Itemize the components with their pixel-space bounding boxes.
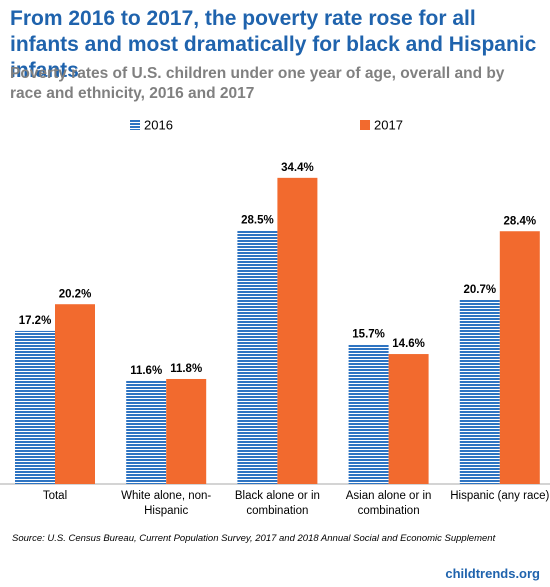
legend-swatch [130,120,140,130]
value-label: 14.6% [392,338,425,350]
x-tick-label: Total [42,490,68,502]
bar [55,304,95,484]
bar [459,299,500,484]
x-tick-label: Hispanic (any race) [450,490,550,502]
value-label: 17.2% [19,315,52,327]
legend-label: 2016 [144,117,173,132]
credit: childtrends.org [445,566,540,581]
bar [348,344,389,484]
source: Source: U.S. Census Bureau, Current Popu… [12,533,496,544]
value-label: 20.7% [463,284,496,296]
x-tick-label: Asian alone or in combination [345,490,432,517]
bar [277,177,318,484]
chart-subtitle: Poverty rates of U.S. children under one… [10,65,505,102]
x-tick-label: White alone, non-Hispanic [121,490,212,517]
legend-label: 2017 [374,117,403,132]
chart-title: From 2016 to 2017, the poverty rate rose… [10,7,537,82]
bar [166,378,207,484]
value-label: 28.4% [503,215,536,227]
bar [15,330,55,484]
value-label: 20.2% [59,288,92,300]
bar [388,354,429,484]
bar [237,230,278,484]
bar [499,231,540,484]
legend-swatch [360,120,370,130]
x-tick-label: Black alone or in combination [234,490,320,517]
value-label: 11.8% [170,363,202,375]
bar [126,380,167,484]
value-label: 15.7% [352,328,385,340]
value-label: 34.4% [281,162,314,174]
value-label: 28.5% [241,214,274,226]
value-label: 11.6% [130,365,162,377]
